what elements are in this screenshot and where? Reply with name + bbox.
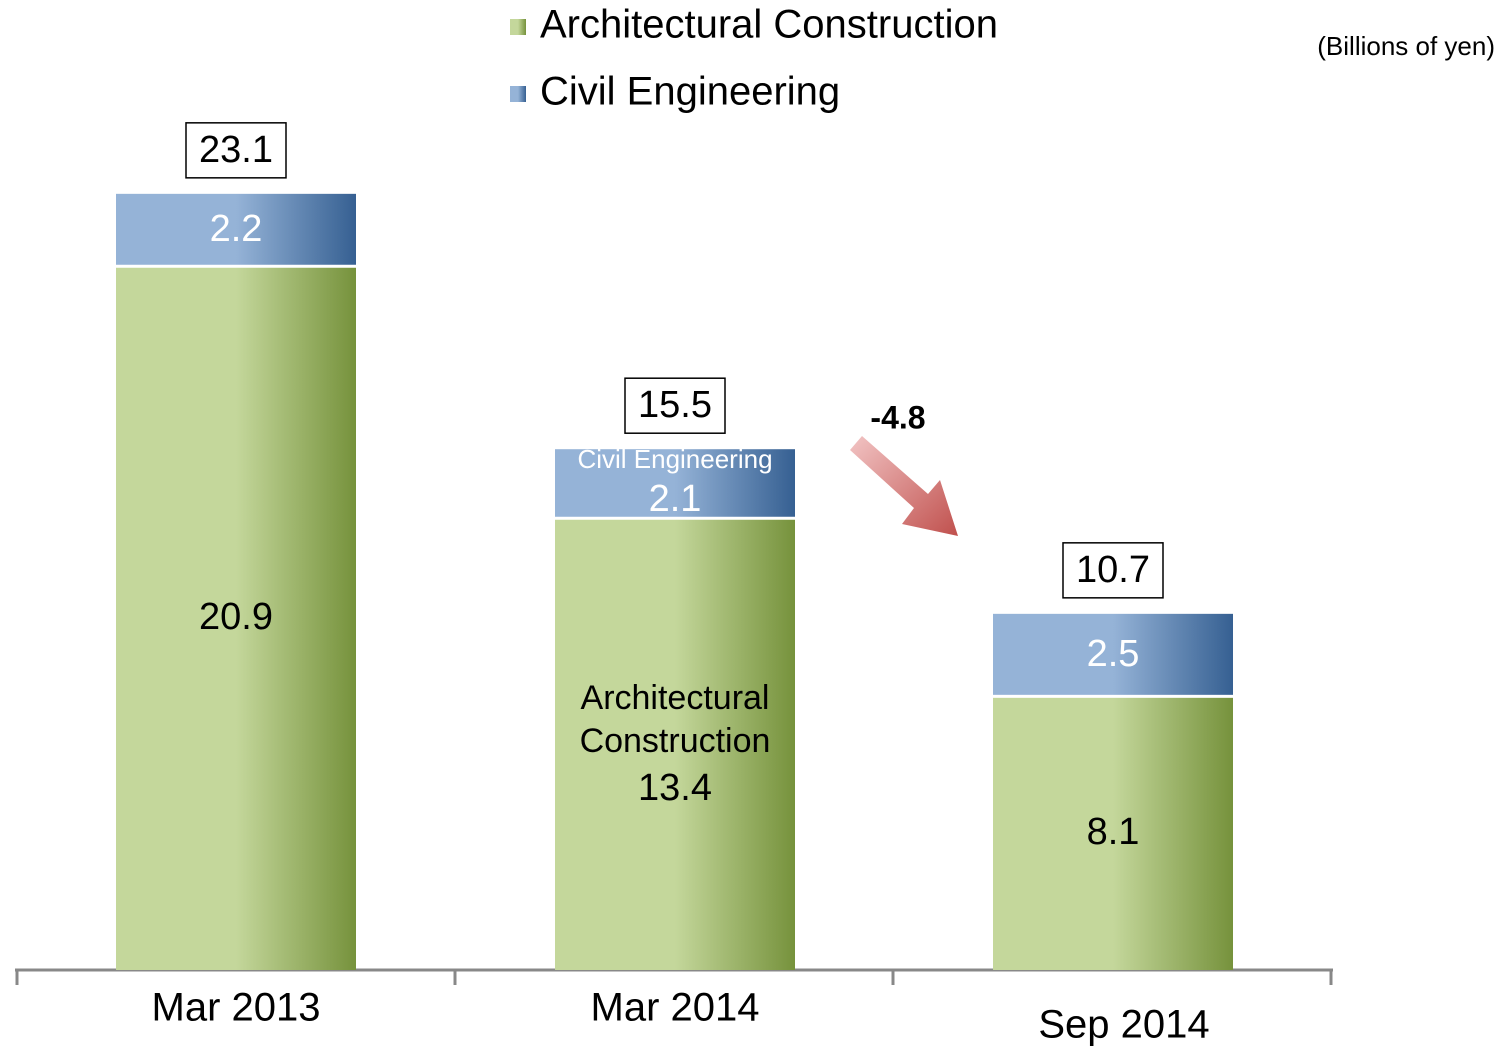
- bar-segment: [993, 697, 1233, 970]
- legend-swatch: [510, 86, 526, 102]
- annotation: -4.8: [870, 399, 925, 435]
- trend-arrow: [850, 436, 958, 536]
- legend-label: Civil Engineering: [540, 70, 840, 114]
- legend-swatch: [510, 19, 526, 35]
- bar-segment: [116, 193, 356, 265]
- total-box: [624, 377, 726, 434]
- total-box: [185, 122, 287, 179]
- segment-label: 2.2: [210, 208, 263, 250]
- legend-label: Architectural Construction: [540, 3, 998, 47]
- bar-segment: [555, 449, 795, 517]
- total-box: [1062, 542, 1164, 599]
- segment-label: 8.1: [1087, 811, 1140, 853]
- segment-label: 20.9: [199, 596, 273, 638]
- segment-name: Architectural Construction: [580, 679, 771, 760]
- x-tick-label: Mar 2014: [591, 986, 760, 1030]
- segment-label: 2.5: [1087, 633, 1140, 675]
- x-tick-label: Sep 2014: [1038, 1003, 1209, 1047]
- total-label: 10.7: [1076, 549, 1150, 591]
- bar-segment: [116, 267, 356, 970]
- unit-label: (Billions of yen): [1317, 31, 1495, 61]
- bar-segment: [993, 613, 1233, 695]
- bar-segment: [555, 519, 795, 970]
- segment-label: 2.1: [649, 478, 702, 520]
- total-label: 15.5: [638, 384, 712, 426]
- segment-name: Civil Engineering: [577, 444, 772, 474]
- axis-ticks: [15, 970, 1333, 985]
- segment-label: 13.4: [638, 767, 712, 809]
- x-tick-label: Mar 2013: [152, 986, 321, 1030]
- total-label: 23.1: [199, 129, 273, 171]
